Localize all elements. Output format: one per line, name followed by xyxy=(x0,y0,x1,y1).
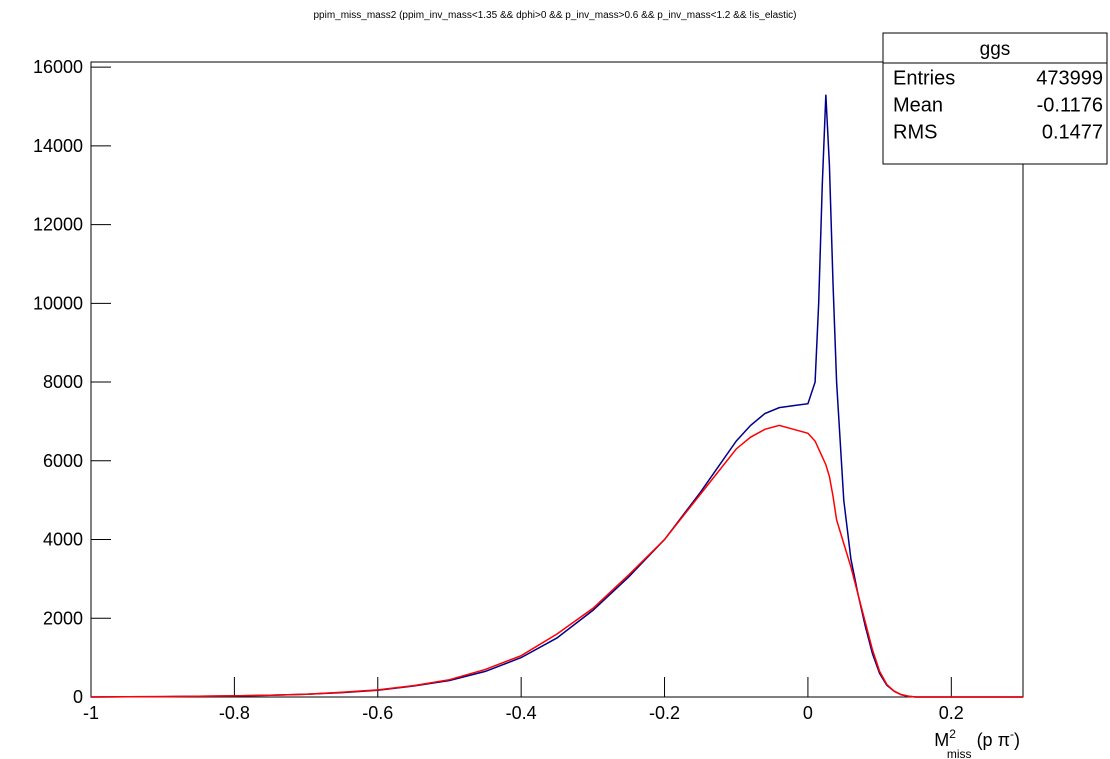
x-tick-label: -0.8 xyxy=(219,703,250,723)
series-line xyxy=(90,424,1023,698)
stats-value: -0.1176 xyxy=(1037,95,1103,117)
y-tick-label: 8000 xyxy=(43,372,83,392)
x-label-part: M xyxy=(934,730,949,750)
x-tick-label: -0.4 xyxy=(506,703,537,723)
stats-value: 0.1477 xyxy=(1042,122,1103,144)
x-label-part: miss xyxy=(947,747,972,759)
x-label-part: - xyxy=(1010,727,1014,741)
stats-label: RMS xyxy=(893,122,937,144)
plot-frame xyxy=(90,61,1024,698)
stats-value: 473999 xyxy=(1036,68,1103,90)
stats-title: ggs xyxy=(980,39,1011,60)
y-tick-label: 14000 xyxy=(33,136,83,156)
x-tick-label: -1 xyxy=(83,703,99,723)
x-axis-label: M2 miss (p π-) xyxy=(934,727,1020,759)
stats-label: Mean xyxy=(893,95,943,117)
x-label-part: 2 xyxy=(949,727,956,741)
y-tick-label: 4000 xyxy=(43,530,83,550)
x-label-part: ) xyxy=(1014,730,1020,750)
x-tick-label: -0.2 xyxy=(649,703,680,723)
chart-title: ppim_miss_mass2 (ppim_inv_mass<1.35 && d… xyxy=(313,10,796,21)
stats-box xyxy=(882,32,1108,165)
x-tick-label: -0.6 xyxy=(362,703,393,723)
x-label-part: (p π xyxy=(972,730,1010,750)
y-tick-label: 2000 xyxy=(43,608,83,628)
y-tick-label: 10000 xyxy=(33,293,83,313)
stats-label: Entries xyxy=(893,68,955,90)
y-tick-label: 6000 xyxy=(43,451,83,471)
y-tick-label: 16000 xyxy=(33,57,83,77)
y-tick-label: 0 xyxy=(73,687,83,707)
x-tick-label: 0 xyxy=(803,703,813,723)
y-tick-label: 12000 xyxy=(33,215,83,235)
x-tick-label: 0.2 xyxy=(939,703,964,723)
